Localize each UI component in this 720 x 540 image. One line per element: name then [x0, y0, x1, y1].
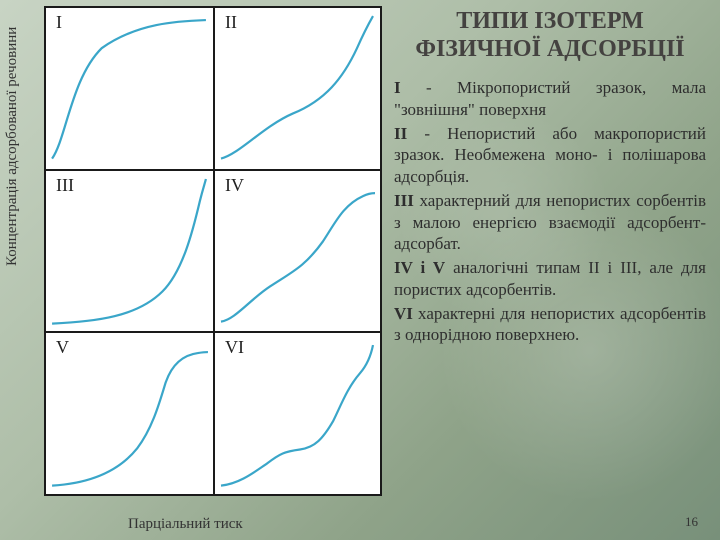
- x-axis-label: Парціальний тиск: [128, 516, 243, 533]
- curve-IV: [215, 171, 380, 332]
- desc-III-text: характерний для непористих сорбентів з м…: [394, 191, 706, 254]
- curve-III: [46, 171, 213, 332]
- desc-VI-text: характерні для непористих адсорбентів з …: [394, 304, 706, 345]
- desc-III: ІІІ характерний для непористих сорбентів…: [394, 190, 706, 255]
- isotherm-grid: I II III IV V VI: [44, 6, 382, 496]
- title-line-2: ФІЗИЧНОЇ АДСОРБЦІЇ: [415, 36, 684, 62]
- title-line-1: ТИПИ ІЗОТЕРМ: [456, 8, 644, 34]
- desc-I-text: - Мікропористий зразок, мала "зовнішня" …: [394, 78, 706, 119]
- cell-VI: VI: [213, 331, 380, 494]
- curve-I: [46, 8, 213, 169]
- roman-I: І: [394, 78, 401, 97]
- slide-title: ТИПИ ІЗОТЕРМ ФІЗИЧНОЇ АДСОРБЦІЇ: [394, 8, 706, 63]
- roman-III: ІІІ: [394, 191, 414, 210]
- curve-VI: [215, 333, 380, 494]
- cell-III: III: [46, 169, 213, 332]
- roman-VI: VI: [394, 304, 413, 323]
- roman-II: ІІ: [394, 124, 407, 143]
- desc-II-text: - Непористий або макропористий зразок. Н…: [394, 124, 706, 187]
- cell-I: I: [46, 6, 213, 169]
- desc-II: ІІ - Непористий або макропористий зразок…: [394, 123, 706, 188]
- desc-I: І - Мікропористий зразок, мала "зовнішня…: [394, 77, 706, 121]
- desc-IV-V: IV i V аналогічні типам ІІ і ІІІ, але дл…: [394, 257, 706, 301]
- description-block: І - Мікропористий зразок, мала "зовнішня…: [394, 77, 706, 348]
- isotherm-figure: Концентрація адсорбованої речовини I II …: [8, 4, 388, 529]
- page-number: 16: [685, 514, 698, 530]
- desc-VI: VI характерні для непористих адсорбентів…: [394, 303, 706, 347]
- roman-IV-V: IV i V: [394, 258, 445, 277]
- cell-V: V: [46, 331, 213, 494]
- curve-V: [46, 333, 213, 494]
- y-axis-label: Концентрація адсорбованої речовини: [4, 27, 21, 266]
- cell-IV: IV: [213, 169, 380, 332]
- text-column: ТИПИ ІЗОТЕРМ ФІЗИЧНОЇ АДСОРБЦІЇ І - Мікр…: [388, 0, 720, 540]
- cell-II: II: [213, 6, 380, 169]
- curve-II: [215, 8, 380, 169]
- slide: Концентрація адсорбованої речовини I II …: [0, 0, 720, 540]
